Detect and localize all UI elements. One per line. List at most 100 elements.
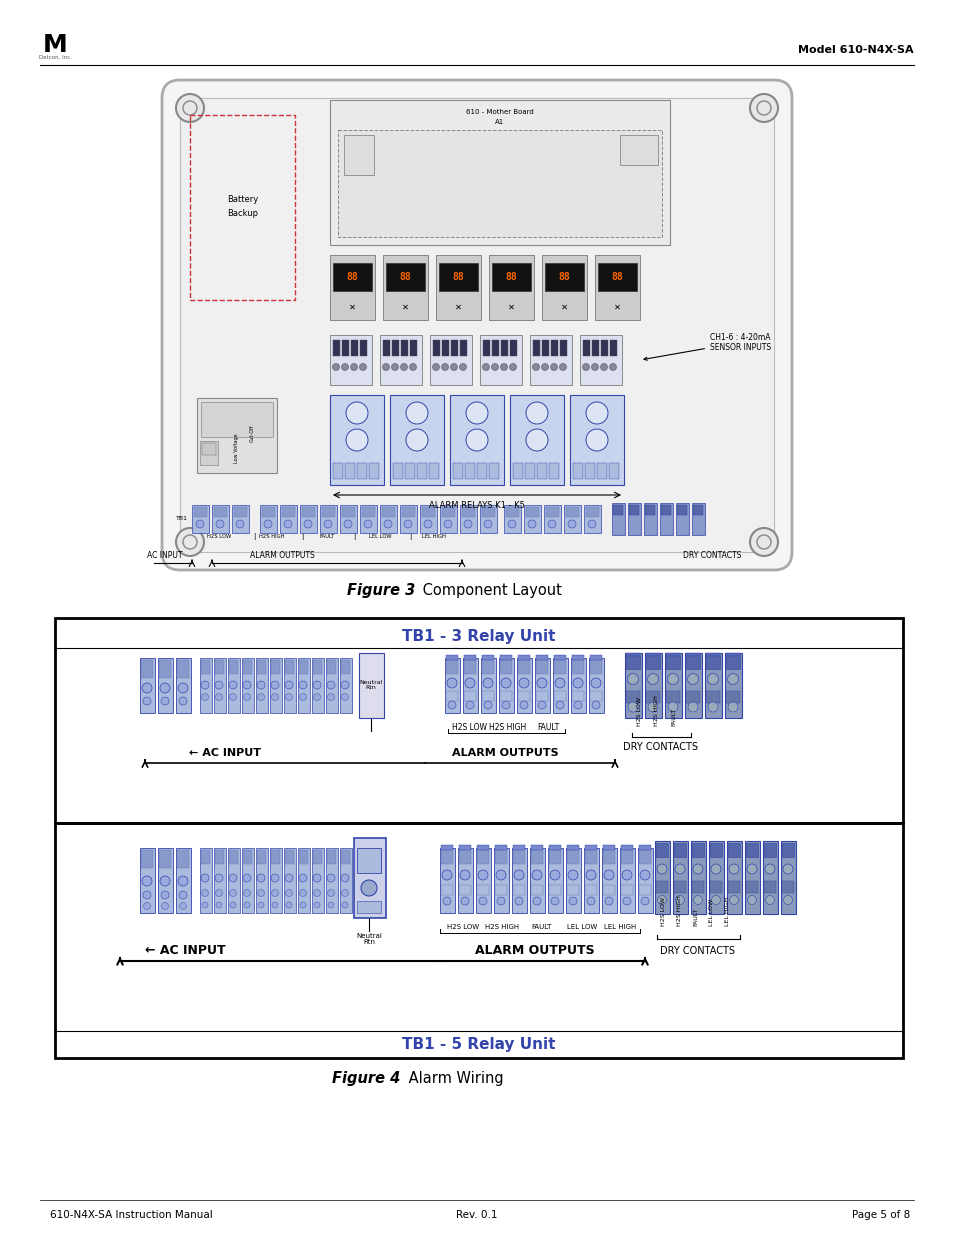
Bar [463,659,476,674]
Text: |: | [300,534,303,541]
Bar [190,115,294,300]
Text: H2S LOW: H2S LOW [660,897,666,926]
Bar [458,845,471,850]
Circle shape [711,895,720,904]
Bar [379,505,396,534]
Circle shape [460,897,469,905]
Circle shape [459,363,466,370]
Bar [531,885,542,895]
Bar [359,340,367,356]
Circle shape [142,876,152,885]
Circle shape [657,895,666,904]
Circle shape [465,429,488,451]
Circle shape [340,874,349,882]
Text: H2S HIGH: H2S HIGH [489,722,526,731]
Bar [358,653,384,718]
Text: 88: 88 [346,272,357,282]
Text: ✕: ✕ [613,303,619,311]
Bar [339,658,352,713]
Bar [242,848,253,913]
Circle shape [547,520,556,529]
Bar [510,395,563,485]
Bar [262,508,274,517]
Bar [386,263,424,291]
Bar [725,653,740,656]
Bar [597,463,606,479]
Text: DRY CONTACTS: DRY CONTACTS [623,742,698,752]
Bar [548,845,560,850]
Circle shape [285,874,293,882]
Bar [436,254,480,320]
Circle shape [271,874,278,882]
Circle shape [314,694,320,700]
Bar [302,508,314,517]
Bar [458,850,471,864]
Bar [676,503,688,535]
Bar [639,845,650,850]
Bar [361,508,375,517]
Bar [393,463,402,479]
Bar [665,655,679,669]
Bar [513,885,524,895]
Bar [141,850,152,868]
Bar [476,850,489,864]
Bar [441,340,449,356]
Text: 88: 88 [558,272,569,282]
Bar [270,848,282,913]
Circle shape [647,673,658,684]
Circle shape [585,869,596,881]
Bar [312,848,324,913]
Circle shape [507,520,516,529]
Bar [727,844,740,857]
Bar [319,505,336,534]
Circle shape [675,864,684,874]
Circle shape [314,902,319,908]
Bar [566,850,578,864]
Bar [243,850,252,864]
Bar [563,505,580,534]
Circle shape [537,701,545,709]
Bar [330,395,384,485]
Circle shape [400,363,407,370]
Circle shape [627,673,638,684]
Circle shape [747,895,756,904]
Bar [523,505,540,534]
Circle shape [344,520,352,529]
Bar [620,845,633,850]
Text: Cut-Off: Cut-Off [250,424,254,442]
Bar [341,508,355,517]
Bar [644,653,661,718]
Circle shape [519,701,527,709]
Bar [547,848,562,913]
Bar [673,881,685,893]
Circle shape [201,874,209,882]
Bar [476,885,489,895]
Bar [685,692,700,703]
Circle shape [749,529,778,556]
Circle shape [707,701,718,713]
Text: TB1 - 5 Relay Unit: TB1 - 5 Relay Unit [402,1036,556,1051]
Circle shape [532,363,539,370]
Bar [595,254,639,320]
Bar [459,340,467,356]
Bar [548,885,560,895]
Bar [781,844,793,857]
Bar [569,395,623,485]
Bar [419,505,436,534]
Bar [656,844,667,857]
Bar [271,850,280,864]
Bar [625,692,639,703]
Bar [344,135,374,175]
Bar [638,848,652,913]
Bar [461,508,475,517]
Circle shape [667,701,678,713]
Bar [297,848,310,913]
Circle shape [465,403,488,424]
Bar [535,658,550,713]
Bar [337,130,661,237]
Circle shape [582,363,589,370]
Bar [159,850,171,868]
Circle shape [478,897,486,905]
Circle shape [764,895,774,904]
Bar [500,340,507,356]
